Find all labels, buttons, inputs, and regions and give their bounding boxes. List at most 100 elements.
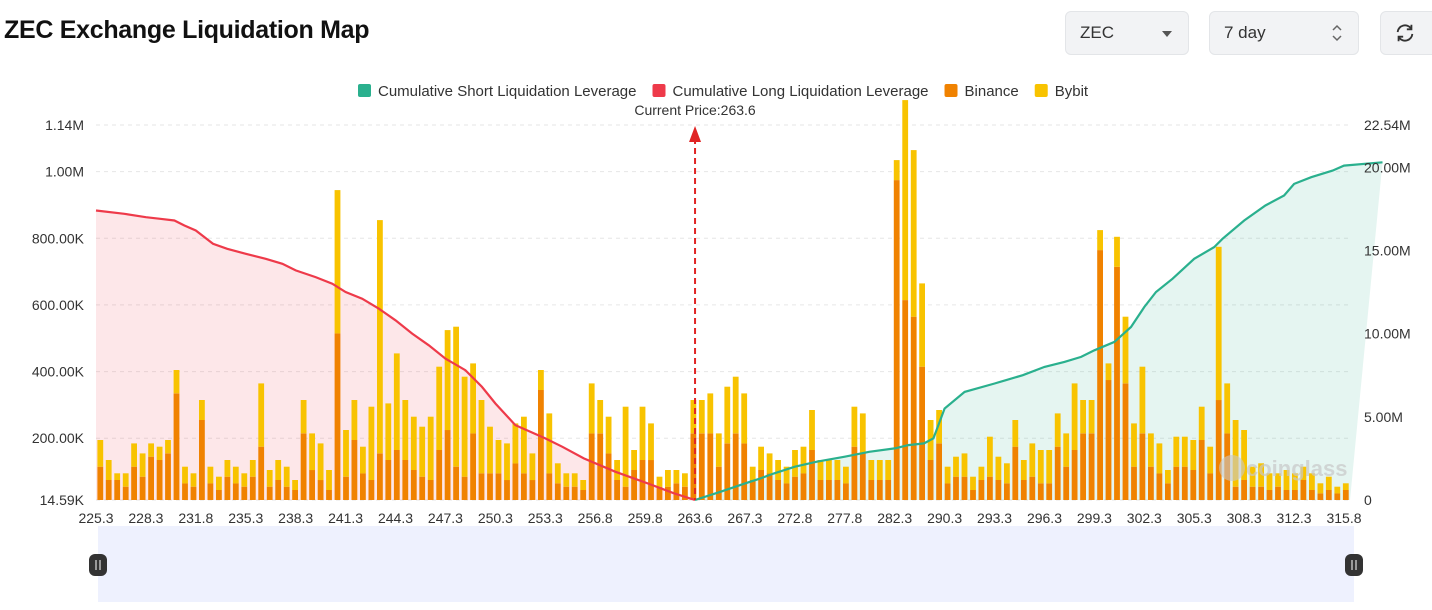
binance-bar	[741, 443, 748, 500]
bybit-bar	[334, 190, 341, 334]
binance-bar	[224, 476, 231, 500]
x-axis-label: 293.3	[977, 510, 1012, 526]
short-cumulative-area	[695, 162, 1383, 501]
bybit-bar	[207, 466, 214, 484]
right-y-axis: 22.54M 20.00M 15.00M 10.00M 5.00M 0	[1364, 117, 1411, 508]
binance-bar	[1283, 490, 1290, 500]
x-axis-label: 312.3	[1277, 510, 1312, 526]
bybit-bar	[453, 326, 459, 467]
binance-bar	[724, 443, 731, 500]
binance-bar	[631, 470, 637, 500]
bybit-bar	[758, 446, 764, 470]
bybit-bar	[309, 433, 315, 471]
bybit-bar	[987, 436, 993, 477]
right-axis-label: 15.00M	[1364, 242, 1411, 258]
arrow-up-icon	[689, 126, 702, 142]
binance-bar	[1181, 466, 1188, 500]
legend-label[interactable]: Binance	[965, 83, 1019, 100]
left-axis-label: 600.00K	[32, 297, 85, 313]
zoom-range-band[interactable]	[98, 526, 1354, 602]
binance-bar	[182, 483, 188, 500]
x-axis-label: 228.3	[128, 510, 163, 526]
bybit-bar	[1012, 420, 1019, 447]
bybit-bar	[656, 476, 663, 487]
binance-bar	[419, 476, 426, 500]
zoom-handle-right[interactable]	[1345, 554, 1363, 576]
binance-bar	[1088, 433, 1095, 500]
bybit-bar	[724, 386, 731, 444]
bybit-bar	[470, 363, 476, 434]
binance-bar	[800, 473, 807, 500]
binance-bar	[1334, 493, 1341, 500]
binance-bar	[190, 486, 197, 500]
bybit-bar	[605, 416, 612, 454]
symbol-select[interactable]: ZEC	[1065, 11, 1189, 55]
bybit-bar	[1131, 423, 1137, 467]
bybit-bar	[766, 453, 773, 474]
binance-bar	[690, 433, 697, 500]
binance-bar	[377, 453, 383, 500]
x-axis-label: 241.3	[328, 510, 363, 526]
left-axis-label: 200.00K	[32, 430, 85, 446]
zoom-handle-left[interactable]	[89, 554, 107, 576]
bybit-bar	[495, 440, 502, 474]
bybit-bar	[360, 446, 366, 474]
current-price-marker: Current Price:263.6	[634, 102, 756, 500]
bybit-bar	[1080, 400, 1086, 434]
binance-bar	[292, 490, 298, 500]
binance-bar	[461, 476, 468, 500]
legend-label[interactable]: Cumulative Short Liquidation Leverage	[378, 83, 637, 100]
binance-bar	[487, 473, 493, 500]
legend-swatch[interactable]	[652, 84, 666, 97]
x-axis-label: 238.3	[278, 510, 313, 526]
binance-bar	[207, 483, 214, 500]
bybit-bar	[876, 460, 883, 480]
binance-bar	[563, 486, 570, 500]
current-price-label: Current Price:263.6	[634, 102, 756, 118]
binance-bar	[232, 483, 239, 500]
binance-bar	[1054, 446, 1061, 500]
binance-bar	[148, 456, 154, 500]
bybit-bar	[275, 460, 282, 480]
binance-bar	[1012, 446, 1019, 500]
bybit-bar	[1215, 246, 1222, 401]
bybit-bar	[851, 406, 858, 447]
bybit-bar	[893, 160, 900, 181]
bybit-bar	[1292, 473, 1298, 490]
bybit-bar	[1241, 430, 1247, 480]
legend-label[interactable]: Cumulative Long Liquidation Leverage	[673, 83, 929, 100]
bybit-bar	[792, 450, 798, 477]
period-select[interactable]: 7 day	[1209, 11, 1359, 55]
bybit-bar	[673, 470, 680, 484]
bybit-bar	[1181, 436, 1188, 467]
bybit-bar	[1309, 473, 1315, 490]
x-axis-label: 231.8	[178, 510, 213, 526]
legend-swatch[interactable]	[1034, 84, 1048, 97]
refresh-button[interactable]	[1380, 11, 1432, 55]
bybit-bar	[800, 446, 807, 474]
binance-bar	[1207, 473, 1214, 500]
bybit-bar	[1063, 433, 1070, 467]
legend-swatch[interactable]	[944, 84, 958, 97]
binance-bar	[249, 476, 256, 500]
binance-bar	[1325, 490, 1332, 500]
bybit-bar	[343, 430, 349, 477]
bybit-bar	[385, 403, 392, 460]
legend-label[interactable]: Bybit	[1055, 83, 1089, 100]
coinglass-logo	[1219, 455, 1245, 481]
bybit-bar	[1300, 466, 1307, 480]
binance-bar	[105, 480, 112, 500]
legend-swatch[interactable]	[358, 84, 371, 97]
bybit-bar	[571, 473, 578, 487]
binance-bar	[588, 433, 595, 500]
binance-bar	[334, 333, 341, 500]
binance-bar	[199, 420, 205, 500]
binance-bar	[309, 470, 315, 500]
bybit-bar	[131, 443, 137, 467]
bybit-bar	[1258, 463, 1264, 487]
bybit-bar	[749, 466, 756, 480]
bybit-bar	[1325, 476, 1332, 490]
bybit-bar	[461, 376, 468, 477]
binance-bar	[859, 453, 866, 500]
binance-bar	[1241, 480, 1247, 500]
